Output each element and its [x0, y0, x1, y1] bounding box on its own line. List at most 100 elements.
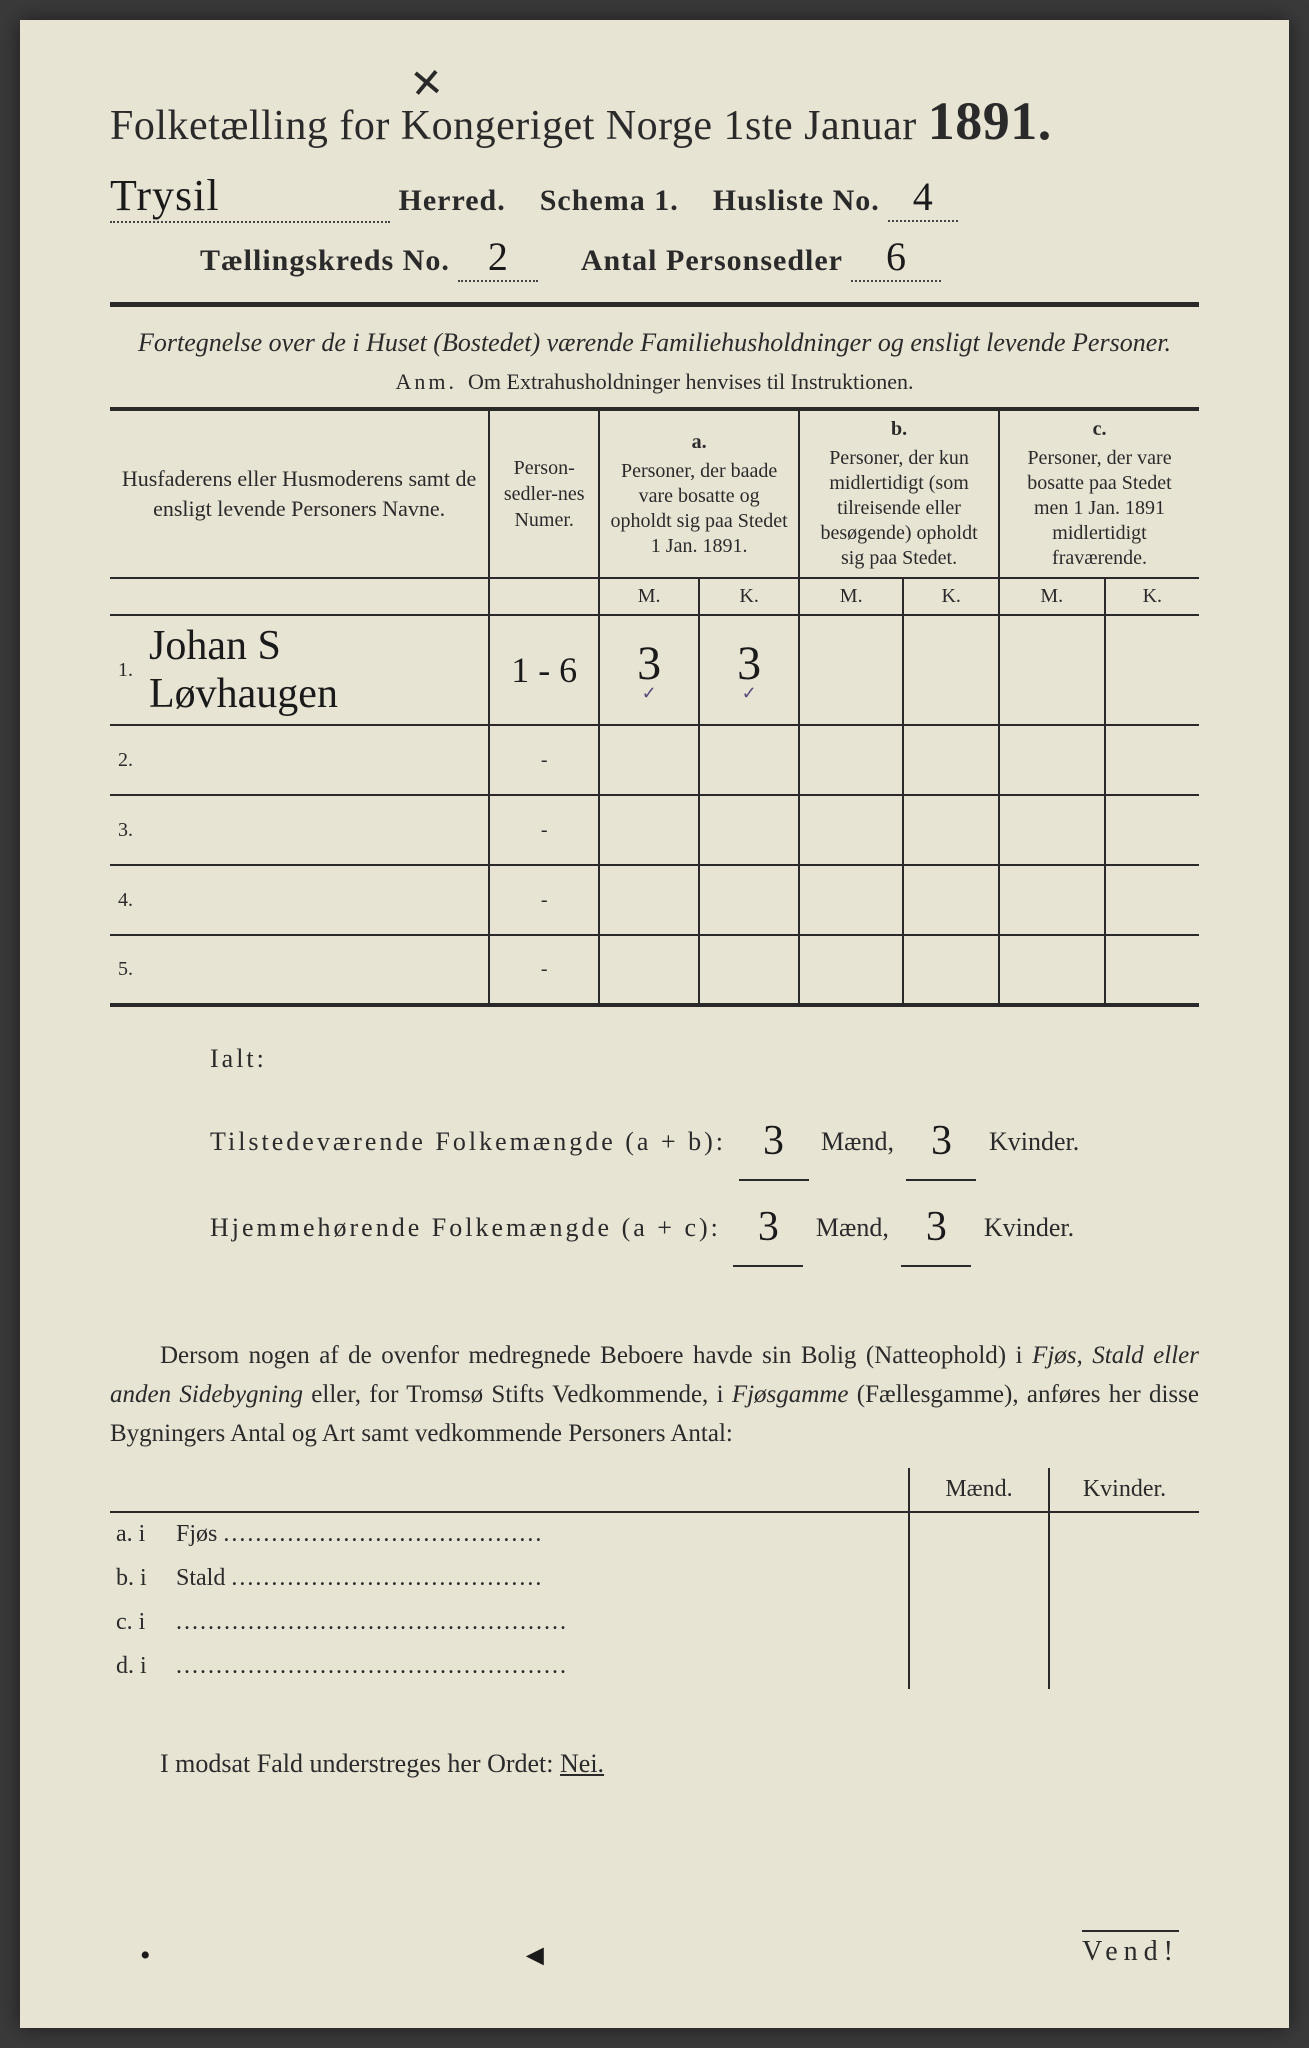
kreds-value: 2 [488, 234, 509, 279]
rule-1 [110, 302, 1199, 307]
name-cell [141, 725, 489, 795]
value-cell [999, 935, 1105, 1005]
value-cell [999, 795, 1105, 865]
totals-line-1: Tilstedeværende Folkemængde (a + b): 3 M… [210, 1095, 1199, 1181]
col-b-text: Personer, der kun midlertidigt (som tilr… [820, 447, 977, 569]
mk-row: c. i....................................… [110, 1600, 1199, 1644]
row-number: 5. [110, 935, 141, 1005]
value-cell [903, 865, 999, 935]
mk-maend-cell [909, 1644, 1049, 1688]
value-cell [799, 795, 903, 865]
tick-mark: ✓ [708, 683, 790, 704]
sub-b-k: K. [903, 578, 999, 615]
anm-text: Om Extrahusholdninger henvises til Instr… [468, 369, 913, 394]
value-cell [599, 725, 699, 795]
col-name-header: Husfaderens eller Husmoderens samt de en… [110, 409, 489, 578]
row-number: 2. [110, 725, 141, 795]
row-number: 1. [110, 615, 141, 725]
sub-c-k: K. [1105, 578, 1199, 615]
row-number: 4. [110, 865, 141, 935]
cross-annotation: ✕ [408, 59, 445, 109]
value-cell [599, 795, 699, 865]
name-cell [141, 865, 489, 935]
value-cell [799, 935, 903, 1005]
value-cell [903, 795, 999, 865]
table-row: 4. - [110, 865, 1199, 935]
col-b-label: b. [808, 417, 990, 442]
intro-text: Fortegnelse over de i Huset (Bostedet) v… [110, 325, 1199, 361]
numer-cell: - [489, 795, 599, 865]
col-b-header: b. Personer, der kun midlertidigt (som t… [799, 409, 999, 578]
value-cell [999, 725, 1105, 795]
sub-a-k: K. [699, 578, 799, 615]
mk-label: a. i [110, 1512, 170, 1557]
value-cell [699, 935, 799, 1005]
table-row: 1.Johan S Løvhaugen1 - 63✓3✓ [110, 615, 1199, 725]
value-cell [999, 615, 1105, 725]
mk-spacer [110, 1468, 909, 1512]
form-title: Folketælling for Kongeriget Norge 1ste J… [110, 90, 1199, 152]
numer-cell: - [489, 865, 599, 935]
col-c-label: c. [1008, 417, 1191, 442]
value-cell [699, 865, 799, 935]
value-cell [903, 615, 999, 725]
person-name: Johan S Løvhaugen [149, 622, 480, 718]
nei-word: Nei. [560, 1749, 604, 1778]
kvinder-1: Kvinder. [989, 1127, 1079, 1156]
census-form-page: ✕ Folketælling for Kongeriget Norge 1ste… [20, 20, 1289, 2028]
maend-1: Mænd, [821, 1127, 894, 1156]
personsedler-label: Antal Personsedler [581, 244, 843, 277]
col-c-text: Personer, der vare bosatte paa Stedet me… [1027, 447, 1171, 569]
sub-c-m: M. [999, 578, 1105, 615]
para-t2: eller, for Tromsø Stifts Vedkommende, i [303, 1381, 732, 1408]
mk-row: a. iFjøs ...............................… [110, 1512, 1199, 1557]
col-c-header: c. Personer, der vare bosatte paa Stedet… [999, 409, 1199, 578]
herred-value: Trysil [110, 170, 220, 221]
l2-label: Hjemmehørende Folkemængde (a + c): [210, 1213, 721, 1242]
numer-cell: - [489, 935, 599, 1005]
mk-label: b. i [110, 1556, 170, 1600]
totals-block: Ialt: Tilstedeværende Folkemængde (a + b… [110, 1033, 1199, 1267]
col-a-text: Personer, der baade vare bosatte og opho… [611, 460, 788, 557]
personsedler-value: 6 [886, 234, 907, 279]
value-cell: 3✓ [699, 615, 799, 725]
mk-row: d. i....................................… [110, 1644, 1199, 1688]
l1-label: Tilstedeværende Folkemængde (a + b): [210, 1127, 726, 1156]
col-name-text: Husfaderens eller Husmoderens samt de en… [122, 466, 476, 522]
table-row: 3.- [110, 795, 1199, 865]
bottom-line: I modsat Fald understreges her Ordet: Ne… [110, 1749, 1199, 1779]
value-cell [1105, 935, 1199, 1005]
mk-maend: Mænd. [909, 1468, 1049, 1512]
herred-label: Herred. [399, 184, 506, 217]
bottom-text: I modsat Fald understreges her Ordet: [160, 1749, 560, 1778]
spacer-2 [489, 578, 599, 615]
schema-label: Schema 1. [540, 184, 679, 217]
para-t1: Dersom nogen af de ovenfor medregnede Be… [160, 1342, 1032, 1369]
anm-label: Anm. [396, 369, 458, 394]
mk-text: ........................................… [170, 1644, 909, 1688]
husliste-label: Husliste No. [713, 184, 880, 217]
value-cell [903, 725, 999, 795]
l1-k: 3 [931, 1118, 952, 1164]
mk-kvinder-cell [1049, 1556, 1199, 1600]
value-cell [799, 615, 903, 725]
table-row: 2.- [110, 725, 1199, 795]
value-cell [1105, 725, 1199, 795]
sub-b-m: M. [799, 578, 903, 615]
dot-mark-2: ◄ [520, 1939, 550, 1973]
para-i2: Fjøsgamme [732, 1381, 849, 1408]
numer-cell: 1 - 6 [489, 615, 599, 725]
table-row: 5. - [110, 935, 1199, 1005]
sub-a-m: M. [599, 578, 699, 615]
mk-maend-cell [909, 1556, 1049, 1600]
spacer-1 [110, 578, 489, 615]
numer-value: 1 - 6 [511, 650, 577, 690]
tick-mark: ✓ [608, 683, 690, 704]
col-a-label: a. [608, 430, 790, 455]
header-line-2: Tællingskreds No. 2 Antal Personsedler 6 [110, 233, 1199, 282]
mk-table: Mænd. Kvinder. a. iFjøs ................… [110, 1468, 1199, 1689]
anm-line: Anm. Om Extrahusholdninger henvises til … [110, 369, 1199, 395]
value-cell [1105, 795, 1199, 865]
kreds-label: Tællingskreds No. [200, 244, 450, 277]
value-cell [999, 865, 1105, 935]
